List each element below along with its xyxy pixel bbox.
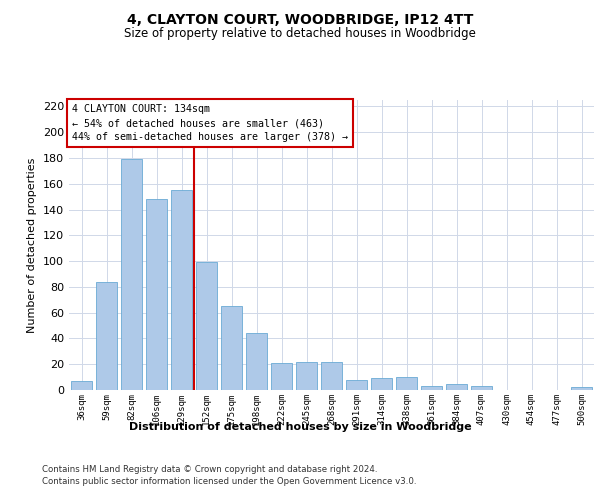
Bar: [296, 362, 317, 390]
Text: Distribution of detached houses by size in Woodbridge: Distribution of detached houses by size …: [128, 422, 472, 432]
Bar: [96, 282, 117, 390]
Text: 4, CLAYTON COURT, WOODBRIDGE, IP12 4TT: 4, CLAYTON COURT, WOODBRIDGE, IP12 4TT: [127, 12, 473, 26]
Bar: [121, 160, 142, 390]
Y-axis label: Number of detached properties: Number of detached properties: [28, 158, 37, 332]
Text: Size of property relative to detached houses in Woodbridge: Size of property relative to detached ho…: [124, 28, 476, 40]
Bar: [246, 334, 267, 390]
Bar: [171, 190, 192, 390]
Bar: [396, 377, 417, 390]
Bar: [346, 380, 367, 390]
Bar: [146, 199, 167, 390]
Bar: [271, 363, 292, 390]
Bar: [321, 362, 342, 390]
Bar: [571, 388, 592, 390]
Text: Contains HM Land Registry data © Crown copyright and database right 2024.: Contains HM Land Registry data © Crown c…: [42, 465, 377, 474]
Bar: [446, 384, 467, 390]
Bar: [471, 386, 492, 390]
Bar: [421, 386, 442, 390]
Bar: [196, 262, 217, 390]
Text: 4 CLAYTON COURT: 134sqm
← 54% of detached houses are smaller (463)
44% of semi-d: 4 CLAYTON COURT: 134sqm ← 54% of detache…: [71, 104, 347, 142]
Text: Contains public sector information licensed under the Open Government Licence v3: Contains public sector information licen…: [42, 478, 416, 486]
Bar: [221, 306, 242, 390]
Bar: [371, 378, 392, 390]
Bar: [71, 381, 92, 390]
